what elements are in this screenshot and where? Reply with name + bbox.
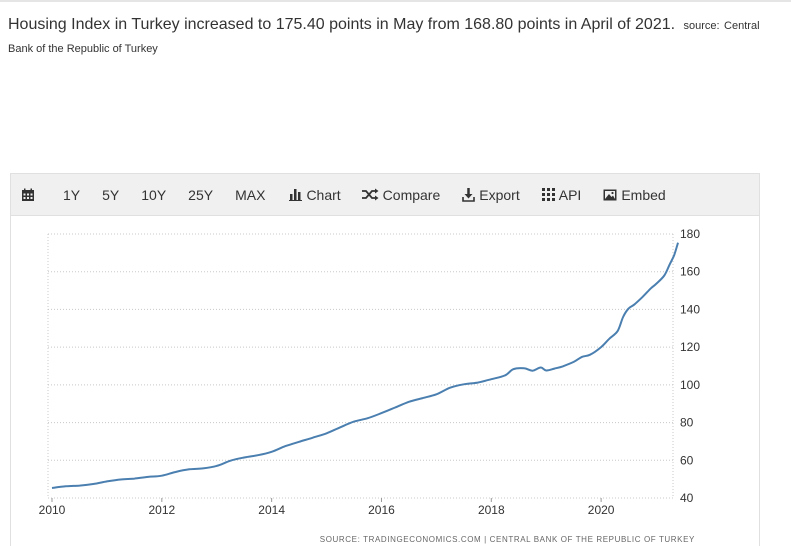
y-tick-label: 160: [680, 265, 700, 279]
y-axis-ticks: 40 60 80 100 120 140 160 180: [680, 227, 700, 505]
x-tick-label: 2016: [368, 503, 395, 517]
shuffle-icon: [361, 188, 379, 201]
source-name: Central Bank of the Republic of Turkey: [8, 20, 760, 55]
gridlines: [47, 233, 674, 499]
embed-button[interactable]: Embed: [603, 186, 666, 203]
embed-label: Embed: [621, 186, 666, 203]
chart-panel: 1Y 5Y 10Y 25Y MAX Chart Compare Export: [10, 173, 760, 546]
source-label: source:: [683, 20, 720, 32]
y-tick-label: 100: [680, 378, 700, 392]
image-icon: [603, 189, 617, 201]
download-icon: [462, 187, 476, 202]
grid-icon: [541, 188, 555, 201]
y-tick-label: 60: [680, 453, 694, 467]
y-tick-label: 140: [680, 302, 700, 316]
range-max-button[interactable]: MAX: [235, 186, 266, 203]
top-divider: [0, 0, 791, 2]
x-axis-ticks: 2010 2012 2014 2016 2018 2020: [39, 498, 615, 517]
chart-source-note: SOURCE: TRADINGECONOMICS.COM | CENTRAL B…: [320, 535, 695, 544]
compare-label: Compare: [382, 186, 441, 203]
range-5y-button[interactable]: 5Y: [102, 186, 120, 203]
y-tick-label: 180: [680, 227, 700, 241]
x-tick-label: 2018: [478, 503, 505, 517]
headline-text: Housing Index in Turkey increased to 175…: [8, 16, 676, 33]
series-line-housing-index: [51, 242, 679, 489]
export-label: Export: [479, 186, 520, 203]
y-tick-label: 120: [680, 340, 700, 354]
x-tick-label: 2012: [148, 503, 175, 517]
y-tick-label: 40: [680, 491, 694, 505]
export-button[interactable]: Export: [462, 186, 520, 203]
y-tick-label: 80: [680, 416, 694, 430]
api-button[interactable]: API: [541, 186, 582, 203]
calendar-button[interactable]: [21, 188, 39, 202]
compare-button[interactable]: Compare: [361, 186, 441, 203]
range-1y-button[interactable]: 1Y: [63, 186, 81, 203]
chart-label: Chart: [306, 186, 341, 203]
range-25y-button[interactable]: 25Y: [188, 186, 214, 203]
x-tick-label: 2010: [39, 503, 66, 517]
chart-toolbar: 1Y 5Y 10Y 25Y MAX Chart Compare Export: [11, 174, 759, 216]
bar-chart-icon: [289, 188, 303, 201]
chart-type-button[interactable]: Chart: [289, 186, 341, 203]
x-tick-label: 2014: [258, 503, 285, 517]
x-tick-label: 2020: [588, 503, 615, 517]
range-10y-button[interactable]: 10Y: [141, 186, 167, 203]
api-label: API: [558, 186, 582, 203]
calendar-icon: [21, 188, 35, 202]
headline: Housing Index in Turkey increased to 175…: [8, 14, 778, 60]
